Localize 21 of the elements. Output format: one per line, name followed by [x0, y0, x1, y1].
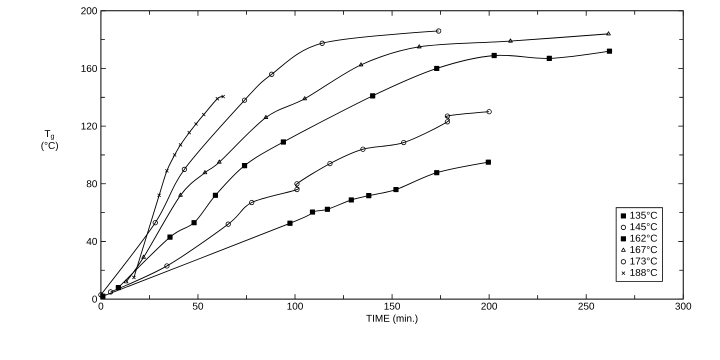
y-tick-label: 120 [82, 122, 97, 130]
y-tick-label: 0 [92, 295, 97, 302]
legend-label: 167°C [630, 246, 658, 253]
legend-label: 135°C [630, 212, 658, 219]
y-tick-label: 40 [86, 238, 97, 245]
x-tick-label: 150 [384, 302, 400, 310]
x-tick-label: 300 [675, 302, 692, 310]
legend-label: 188°C [630, 268, 658, 276]
x-tick-label: 200 [481, 302, 498, 310]
y-tick-label: 160 [82, 64, 97, 72]
legend-label: 162°C [630, 234, 658, 242]
x-tick-label: 0 [98, 302, 104, 310]
x-tick-label: 100 [287, 302, 303, 310]
x-axis-title: TIME (min.) [366, 314, 418, 324]
x-tick-label: 50 [192, 302, 204, 310]
y-tick-label: 80 [86, 180, 97, 188]
legend-label: 173°C [630, 257, 658, 264]
y-axis-title: T$_{g}$ (°C) [41, 130, 58, 151]
x-tick-label: 250 [578, 302, 594, 310]
legend-label: 145°C [630, 222, 658, 230]
y-tick-label: 200 [81, 7, 97, 14]
